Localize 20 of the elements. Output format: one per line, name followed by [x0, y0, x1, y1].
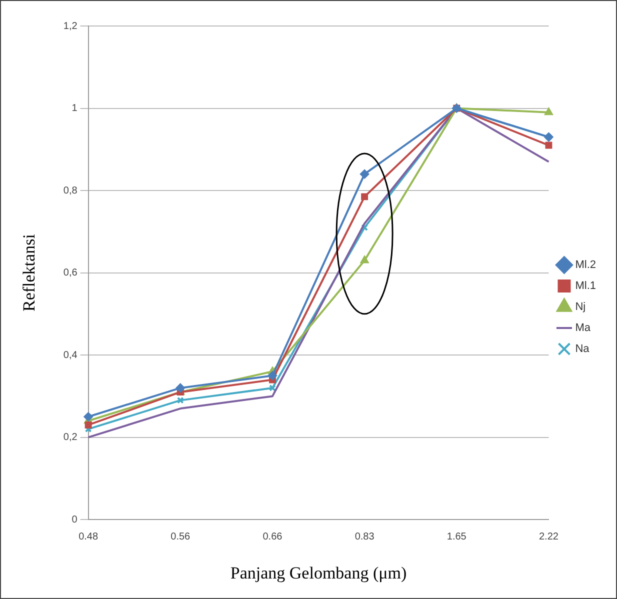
legend-label: Ml.1 [575, 280, 596, 292]
y-axis-title: Reflektansi [20, 234, 39, 312]
x-tick-label: 1.65 [446, 531, 467, 542]
y-tick-label: 0,2 [63, 432, 78, 444]
x-tick-label: 0.83 [354, 531, 375, 542]
legend-label: Na [575, 343, 590, 356]
y-tick-label: 0,6 [63, 268, 78, 279]
legend-label: Nj [575, 301, 586, 314]
y-tick-label: 1 [72, 103, 78, 114]
y-tick-label: 0,8 [63, 185, 78, 196]
y-tick-label: 0,4 [63, 350, 78, 361]
y-tick-label: 1,2 [63, 20, 78, 32]
x-tick-label: 0.66 [262, 531, 283, 542]
x-tick-label: 0.56 [170, 531, 191, 542]
legend-label: Ma [575, 322, 592, 334]
y-tick-label: 0 [72, 514, 78, 526]
x-axis-title: Panjang Gelombang (μm) [230, 563, 407, 582]
legend-label: Ml.2 [575, 259, 596, 272]
x-tick-label: 2.22 [538, 531, 559, 542]
x-tick-label: 0.48 [78, 531, 98, 542]
